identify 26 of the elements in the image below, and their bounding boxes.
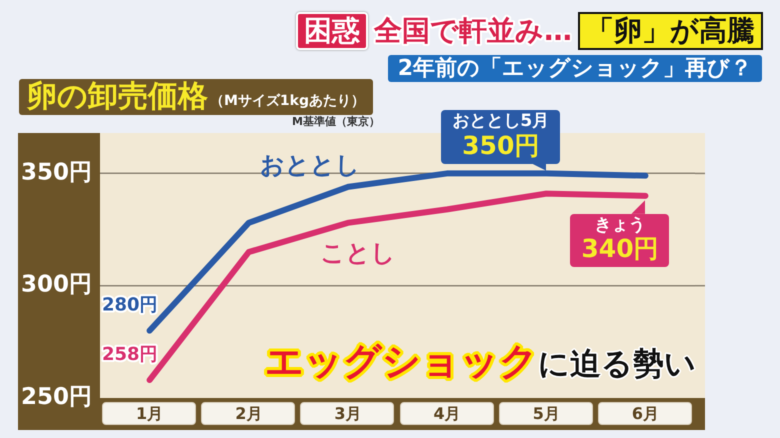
text: 全国で軒並み… [374,14,572,48]
annotation: きょう [593,214,646,236]
text: 困惑 [296,12,368,50]
text: 「卵」が高騰 [578,12,763,50]
data-label: 280円 [102,294,158,316]
annotation: に迫る勢い [538,346,696,383]
annotation: エッグショック [265,339,538,384]
series-label: ことし [320,239,396,268]
y-tick-label: 250円 [20,384,92,410]
series-label: おととし [260,150,360,179]
y-tick-label: 350円 [20,159,92,186]
data-label: 340円 [581,234,659,264]
data-label: 350円 [461,130,540,161]
x-tick-label: 1月 [136,404,164,423]
x-tick-label: 3月 [334,404,362,423]
chart-title: 卵の卸売価格 [27,78,208,114]
y-tick-label: 300円 [20,272,92,298]
annotation: おととし5月 [452,111,550,132]
chart-subtitle: （Mサイズ1kgあたり） [210,92,366,110]
data-label: 258円 [102,344,158,366]
text: M基準値（東京） [292,115,380,129]
x-tick-label: 2月 [235,404,262,423]
x-tick-label: 6月 [632,404,659,423]
text: 2年前の「エッグショック」再び？ [388,55,762,82]
x-tick-label: 5月 [532,404,560,423]
x-tick-label: 4月 [434,404,461,423]
